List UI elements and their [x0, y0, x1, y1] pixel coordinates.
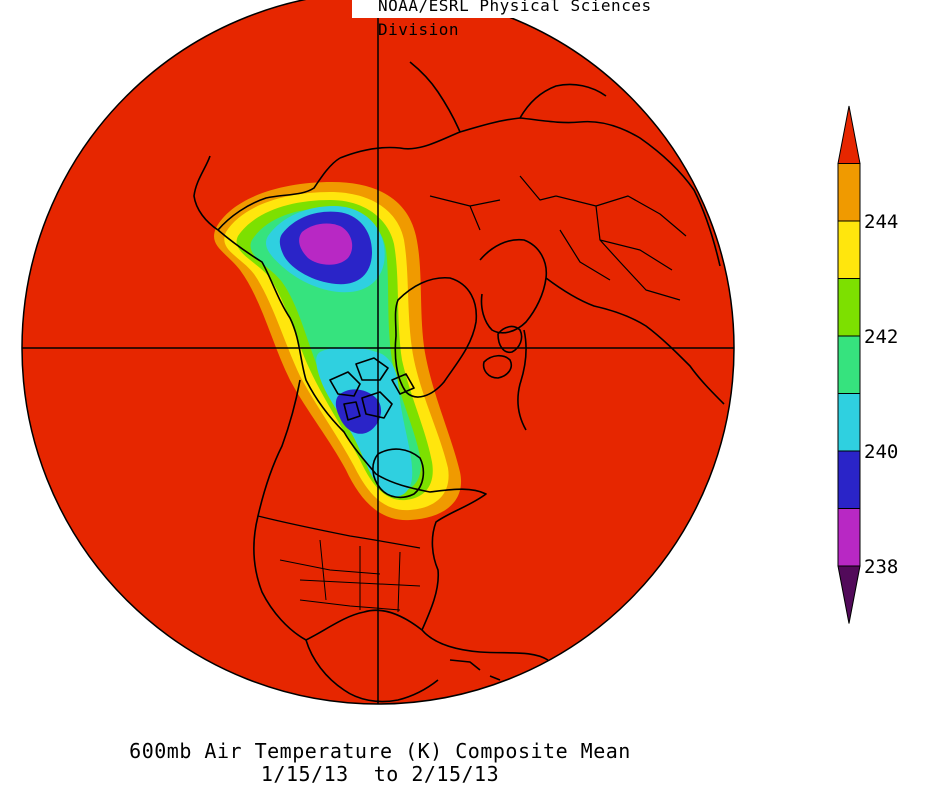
europe-coast — [517, 277, 725, 431]
colorbar-bin — [837, 278, 861, 337]
colorbar-bin — [837, 163, 861, 222]
colorbar-bin — [837, 565, 861, 624]
globe-outline — [21, 0, 735, 705]
us-canada-border — [257, 515, 421, 549]
greenland-coast — [394, 276, 478, 398]
north-america-coast — [217, 229, 549, 661]
iceland-coast — [482, 354, 513, 379]
alaska-coast — [193, 155, 341, 231]
colorbar-tick-label: 244 — [864, 211, 898, 233]
eurasia-coast — [339, 61, 721, 267]
colorbar-bin — [837, 220, 861, 279]
country-borders — [429, 175, 687, 301]
us-states — [279, 539, 421, 613]
colorbar-tick-label: 240 — [864, 441, 898, 463]
title-line-1: 600mb Air Temperature (K) Composite Mean — [129, 739, 631, 763]
contour-239 — [299, 223, 353, 265]
title-line-2: 1/15/13 to 2/15/13 — [260, 762, 500, 786]
colorbar-tick-label: 242 — [864, 326, 898, 348]
colorbar-bin — [837, 335, 861, 394]
colorbar-tick-label: 238 — [864, 556, 898, 578]
hudson-bay — [372, 448, 425, 499]
arctic-archipelago — [329, 357, 415, 421]
colorbar-bin — [837, 393, 861, 452]
scandinavia-coast — [479, 238, 548, 334]
colorbar-bin — [837, 105, 861, 164]
colorbar-bin — [837, 450, 861, 509]
graticule — [22, 0, 734, 704]
figure-title: 600mb Air Temperature (K) Composite Mean… — [0, 740, 760, 786]
credit-text: NOAA/ESRL Physical Sciences Division — [352, 0, 742, 39]
colorbar-bin — [837, 508, 861, 567]
colorbar: 244 242 240 238 — [837, 105, 898, 624]
temperature-field — [22, 0, 734, 704]
coastlines — [193, 61, 725, 703]
mexico-coast — [305, 639, 439, 703]
